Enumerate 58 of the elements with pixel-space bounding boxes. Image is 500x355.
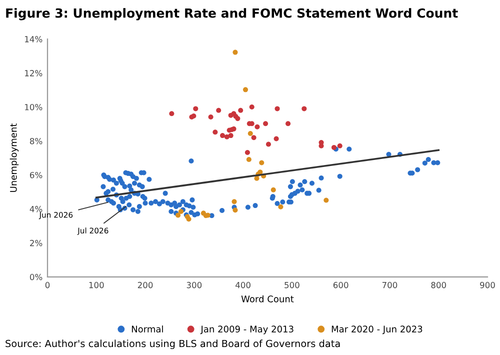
point xyxy=(254,176,260,181)
source-note: Source: Author's calculations using BLS and Board of Governors data xyxy=(6,340,340,350)
point xyxy=(238,108,244,113)
y-tick-label: 8% xyxy=(30,138,42,144)
y-tick-label: 0% xyxy=(30,274,42,280)
legend-label: Mar 2020 - Jun 2023 xyxy=(332,326,422,334)
x-tick-label: 500 xyxy=(284,282,300,288)
point xyxy=(266,142,271,147)
y-axis-title: Unemployment xyxy=(10,123,19,192)
x-tick-label: 200 xyxy=(138,282,153,288)
y-tick-label: 6% xyxy=(30,172,42,178)
x-tick-label: 600 xyxy=(333,282,348,288)
point xyxy=(224,134,230,140)
point xyxy=(274,136,279,142)
point xyxy=(235,116,240,122)
point xyxy=(242,87,248,92)
y-tick-label: 12% xyxy=(25,70,42,76)
point xyxy=(228,133,234,138)
point xyxy=(220,133,226,138)
point xyxy=(186,216,192,222)
x-tick-label: 300 xyxy=(186,282,202,288)
point xyxy=(244,150,250,156)
point xyxy=(263,121,268,126)
y-tick-label: 4% xyxy=(30,206,42,212)
point xyxy=(216,108,222,113)
y-tick-label: 14% xyxy=(25,36,42,42)
x-tick-label: 800 xyxy=(431,282,446,288)
point xyxy=(169,111,174,116)
point xyxy=(248,131,253,136)
point xyxy=(302,106,307,112)
x-tick-label: 0 xyxy=(45,282,50,288)
point xyxy=(232,50,238,55)
point xyxy=(246,157,252,162)
x-tick-label: 900 xyxy=(480,282,495,288)
point xyxy=(193,106,198,112)
x-tick-label: 400 xyxy=(236,282,250,288)
point xyxy=(251,135,256,140)
x-axis-title: Word Count xyxy=(241,295,294,302)
point xyxy=(337,143,342,148)
point xyxy=(324,198,329,203)
x-tick-label: 700 xyxy=(382,282,398,288)
x-tick-label: 100 xyxy=(89,282,104,288)
point xyxy=(249,104,254,110)
legend-label: Normal xyxy=(132,325,163,332)
y-tick-label: 2% xyxy=(30,240,42,246)
point xyxy=(232,208,238,213)
point xyxy=(286,121,291,126)
chart-title: Figure 3: Unemployment Rate and FOMC Statement Word Count xyxy=(6,8,458,20)
point xyxy=(208,114,214,120)
point xyxy=(274,106,280,112)
point xyxy=(232,199,237,204)
point xyxy=(259,160,264,166)
point xyxy=(270,187,276,192)
y-tick-label: 10% xyxy=(25,104,42,110)
point xyxy=(278,204,284,210)
point xyxy=(254,124,260,130)
legend-label: Jan 2009 - May 2013 xyxy=(200,326,294,334)
point xyxy=(212,130,218,135)
